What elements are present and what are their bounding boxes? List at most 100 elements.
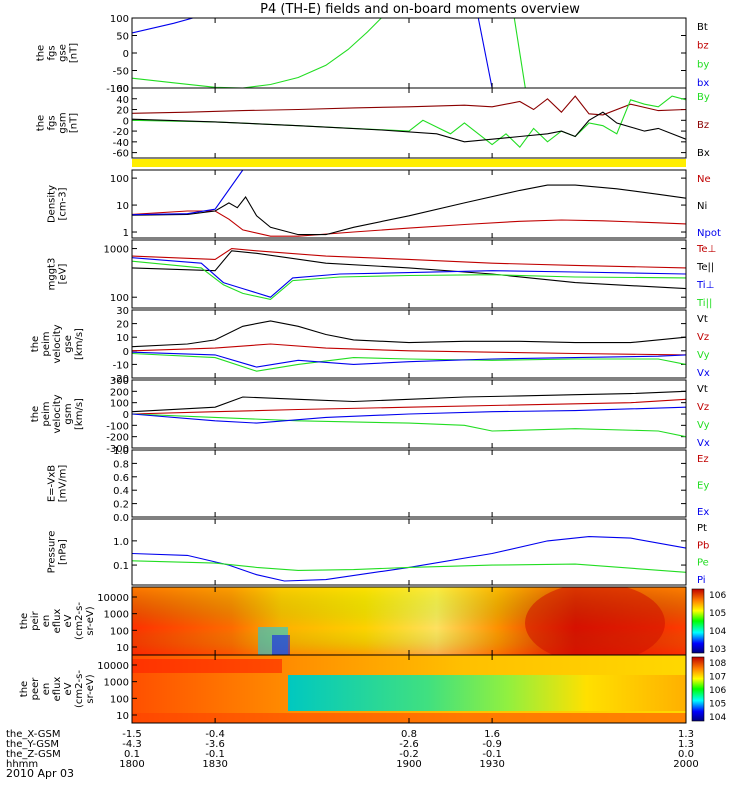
y-tick-label: 1.0 bbox=[113, 537, 129, 548]
y-axis-label: eV bbox=[63, 682, 74, 695]
y-tick-label: 10 bbox=[116, 643, 129, 654]
y-axis-label: [km/s] bbox=[74, 328, 85, 360]
series-Pe-line bbox=[132, 560, 686, 573]
series-Vt-line bbox=[132, 320, 686, 348]
y-axis-label: fgs bbox=[47, 45, 58, 60]
y-axis-label: E=-VxB bbox=[47, 465, 58, 502]
colorbar-tick: 107 bbox=[709, 673, 726, 683]
legend-Npot: Npot bbox=[697, 228, 721, 239]
panel-peim_gse: 30 20 10 0 -10 -20 Vt Vz Vy Vx the peim velocity gse[… bbox=[30, 306, 710, 385]
y-tick-label: 0.6 bbox=[113, 473, 129, 484]
series-Ti-line bbox=[132, 260, 686, 300]
y-axis-label: Pressure bbox=[47, 531, 58, 574]
legend-Vz: Vz bbox=[697, 402, 709, 413]
plot-title: P4 (TH-E) fields and on-board moments ov… bbox=[260, 2, 580, 17]
y-axis-label: the bbox=[30, 336, 41, 352]
y-axis-label: fgs bbox=[47, 115, 58, 130]
panel-frame bbox=[131, 239, 687, 309]
orbit-value: -2.6 bbox=[399, 739, 419, 750]
legend-by: by bbox=[697, 59, 709, 70]
y-tick-label: 1000 bbox=[104, 245, 129, 256]
spectrogram-peak bbox=[525, 587, 665, 655]
y-tick-label: 100 bbox=[110, 14, 129, 25]
panel-frame bbox=[131, 17, 687, 89]
y-axis-label: eV bbox=[63, 614, 74, 627]
series-Ti-line bbox=[132, 257, 686, 298]
orbit-value: 0.1 bbox=[124, 749, 140, 760]
y-tick-label: 0 bbox=[123, 347, 129, 358]
series-Vy-line bbox=[132, 413, 686, 438]
legend-Bz: Bz bbox=[697, 120, 709, 131]
legend-Vt: Vt bbox=[697, 314, 708, 325]
colorbar-tick: 103 bbox=[709, 645, 726, 655]
panel-peir_spec: 106 105 104 103 10000 1000 100 10 the peir en eflux… bbox=[19, 586, 726, 656]
series-Bz-line bbox=[132, 95, 686, 116]
y-axis-label: eflux bbox=[52, 677, 63, 702]
orbit-row-label: the_Z-GSM bbox=[6, 749, 61, 760]
y-tick-label: 40 bbox=[116, 95, 129, 106]
y-axis-label: peer bbox=[30, 677, 41, 701]
y-tick-label: 100 bbox=[110, 174, 129, 185]
orbit-value: -0.1 bbox=[205, 749, 225, 760]
orbit-value: 1.6 bbox=[484, 729, 500, 740]
orbit-value: 1.3 bbox=[678, 739, 694, 750]
orbit-value: -0.2 bbox=[399, 749, 419, 760]
series-Vz-line bbox=[132, 343, 686, 356]
y-tick-label: 0.0 bbox=[113, 513, 129, 524]
legend-Ey: Ey bbox=[697, 481, 709, 492]
legend-Vx: Vx bbox=[697, 438, 710, 449]
y-tick-label: 0.4 bbox=[113, 486, 129, 497]
y-axis-label: the bbox=[19, 613, 30, 629]
date-label: 2010 Apr 03 bbox=[6, 767, 74, 780]
y-tick-label: -60 bbox=[113, 149, 129, 160]
orbit-value: 1800 bbox=[119, 759, 144, 770]
y-axis-label: en bbox=[41, 615, 52, 628]
orbit-value: 0.8 bbox=[401, 729, 417, 740]
y-axis-label: mggt3 bbox=[47, 258, 58, 291]
colorbar-tick: 105 bbox=[709, 609, 726, 619]
y-axis-label: the bbox=[19, 681, 30, 697]
series-Pi-line bbox=[132, 536, 686, 582]
legend-Vt: Vt bbox=[697, 384, 708, 395]
legend-Bx: Bx bbox=[697, 148, 710, 159]
y-axis-label: sr-eV) bbox=[85, 674, 96, 703]
y-tick-label: 1 bbox=[123, 228, 129, 239]
y-axis-label: [km/s] bbox=[74, 398, 85, 430]
y-axis-label: peim bbox=[41, 401, 52, 426]
y-tick-label: 100 bbox=[110, 293, 129, 304]
panel-frame bbox=[131, 87, 687, 159]
panel-frame bbox=[131, 309, 687, 379]
legend-Ti: Ti|| bbox=[696, 298, 712, 309]
series-Te-line bbox=[132, 248, 686, 269]
y-axis-label: gse bbox=[58, 44, 69, 62]
series-Vy-line bbox=[132, 352, 686, 372]
orbit-row-label: the_Y-GSM bbox=[6, 739, 59, 750]
orbit-value: -0.4 bbox=[205, 729, 225, 740]
series-bx-line bbox=[477, 18, 493, 88]
legend-Te: Te|| bbox=[696, 262, 714, 273]
y-tick-label: 10000 bbox=[97, 593, 129, 604]
legend-Pe: Pe bbox=[697, 558, 709, 569]
orbit-value: -1.5 bbox=[122, 729, 142, 740]
legend-Pt: Pt bbox=[697, 523, 707, 534]
legend-Ex: Ex bbox=[697, 507, 709, 518]
orbit-row-label: hhmm bbox=[6, 759, 38, 770]
y-tick-label: 0 bbox=[123, 116, 129, 127]
orbit-value: 1900 bbox=[396, 759, 421, 770]
legend-Vx: Vx bbox=[697, 368, 710, 379]
panel-peer_spec: 108 107 106 105 104 10000 1000 100 10 the peer en ef… bbox=[19, 654, 726, 724]
series-by-line bbox=[513, 18, 526, 88]
legend-Bt: Bt bbox=[697, 22, 708, 33]
y-tick-label: 100 bbox=[110, 626, 129, 637]
orbit-value: 0.0 bbox=[678, 749, 694, 760]
y-tick-label: 1.0 bbox=[113, 446, 129, 457]
y-tick-label: -50 bbox=[113, 67, 129, 78]
colorbar-tick: 105 bbox=[709, 700, 726, 710]
orbit-ephemeris-table: the_X-GSMthe_Y-GSMthe_Z-GSMhhmm-1.5-4.30… bbox=[6, 729, 699, 770]
y-axis-label: gsm bbox=[58, 112, 69, 133]
orbit-value: -4.3 bbox=[122, 739, 142, 750]
y-tick-label: -10 bbox=[113, 360, 129, 371]
series-Bx-line bbox=[132, 111, 686, 143]
panel-temp: 1000 100 Te⊥ Te|| Ti⊥ Ti|| mggt3 [eV] bbox=[47, 239, 716, 309]
